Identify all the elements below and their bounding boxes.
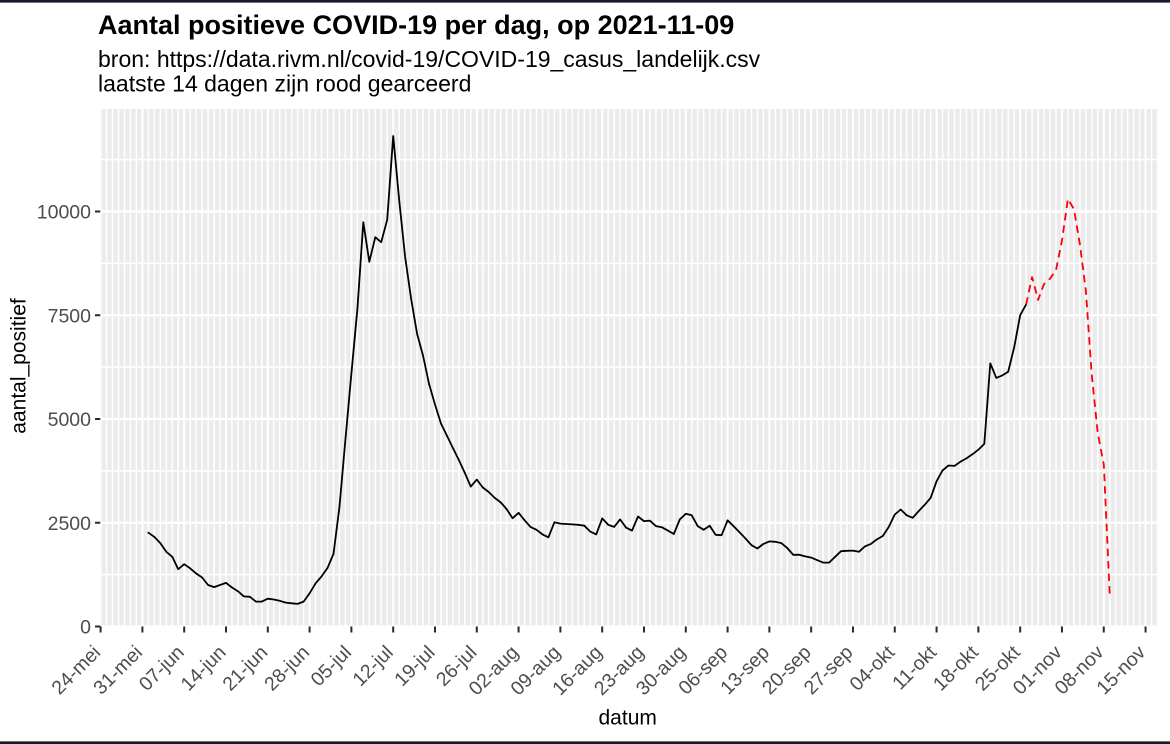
svg-text:7500: 7500 — [48, 305, 92, 327]
svg-text:10000: 10000 — [37, 202, 91, 224]
svg-text:bron: https://data.rivm.nl/cov: bron: https://data.rivm.nl/covid-19/COVI… — [98, 46, 761, 72]
svg-text:Aantal positieve COVID-19 per: Aantal positieve COVID-19 per dag, op 20… — [98, 10, 734, 40]
svg-text:aantal_positief: aantal_positief — [8, 298, 31, 434]
svg-text:0: 0 — [80, 617, 91, 639]
svg-text:laatste 14 dagen zijn rood gea: laatste 14 dagen zijn rood gearceerd — [98, 71, 471, 97]
svg-text:5000: 5000 — [48, 409, 92, 431]
svg-text:2500: 2500 — [48, 513, 92, 535]
svg-text:datum: datum — [599, 707, 657, 730]
